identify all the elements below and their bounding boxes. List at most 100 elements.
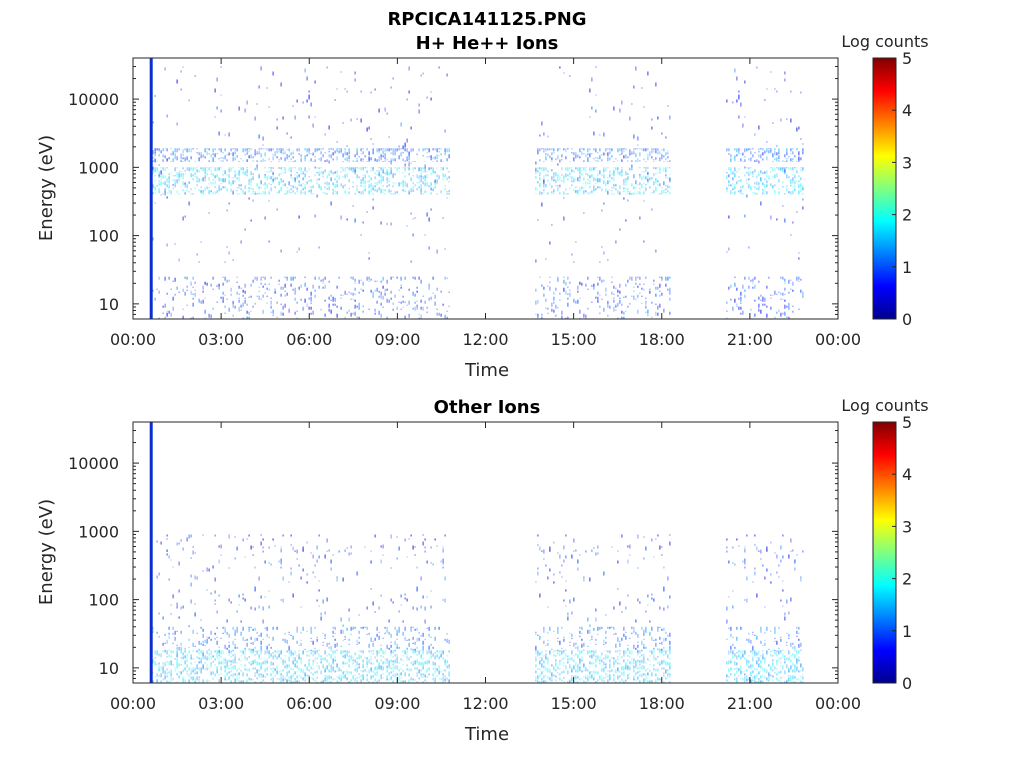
spectrogram-cell <box>766 626 768 631</box>
spectrogram-cell <box>786 316 788 318</box>
spectrogram-cell <box>302 177 304 181</box>
spectrogram-cell <box>256 295 258 297</box>
spectrogram-cell <box>230 293 232 296</box>
spectrogram-cell <box>260 180 262 185</box>
spectrogram-cell <box>607 259 609 261</box>
spectrogram-cell <box>200 190 202 193</box>
spectrogram-cell <box>424 300 426 304</box>
spectrogram-cell <box>786 152 788 156</box>
spectrogram-cell <box>218 680 220 683</box>
spectrogram-cell <box>254 646 256 649</box>
spectrogram-cell <box>372 169 374 172</box>
spectrogram-cell <box>202 534 204 536</box>
spectrogram-cell <box>756 181 758 186</box>
spectrogram-cell <box>613 626 615 630</box>
spectrogram-cell <box>366 161 368 162</box>
spectrogram-cell <box>617 650 619 653</box>
spectrogram-cell <box>350 292 352 295</box>
spectrogram-cell <box>224 669 226 673</box>
spectrogram-cell <box>752 176 754 178</box>
spectrogram-cell <box>222 170 224 172</box>
spectrogram-cell <box>178 616 180 619</box>
spectrogram-cell <box>597 152 599 154</box>
spectrogram-cell <box>627 650 629 652</box>
spectrogram-cell <box>364 180 366 185</box>
spectrogram-cell <box>736 626 738 630</box>
spectrogram-cell <box>356 167 358 169</box>
spectrogram-cell <box>202 191 204 195</box>
spectrogram-cell <box>246 150 248 155</box>
spectrogram-cell <box>372 185 374 187</box>
spectrogram-cell <box>543 179 545 184</box>
spectrogram-cell <box>394 158 396 162</box>
spectrogram-cell <box>615 304 617 308</box>
spectrogram-cell <box>238 297 240 299</box>
spectrogram-cell <box>647 172 649 175</box>
spectrogram-cell <box>661 190 663 195</box>
spectrogram-cell <box>408 190 410 192</box>
spectrogram-cell <box>665 188 667 191</box>
spectrogram-cell <box>643 673 645 676</box>
spectrogram-cell <box>772 185 774 189</box>
spectrogram-cell <box>732 605 734 609</box>
spectrogram-cell <box>605 182 607 187</box>
spectrogram-cell <box>764 676 766 679</box>
spectrogram-cell <box>158 154 160 157</box>
spectrogram-cell <box>264 596 266 598</box>
spectrogram-cell <box>286 671 288 676</box>
spectrogram-cell <box>412 678 414 681</box>
spectrogram-cell <box>280 678 282 683</box>
spectrogram-cell <box>428 148 430 153</box>
spectrogram-cell <box>750 667 752 670</box>
spectrogram-cell <box>549 276 551 278</box>
spectrogram-cell <box>396 276 398 279</box>
spectrogram-cell <box>324 677 326 682</box>
spectrogram-cell <box>372 671 374 673</box>
spectrogram-cell <box>657 180 659 183</box>
spectrogram-cell <box>220 188 222 191</box>
spectrogram-cell <box>254 659 256 664</box>
spectrogram-cell <box>168 649 170 651</box>
spectrogram-cell <box>611 281 613 283</box>
spectrogram-cell <box>746 534 748 537</box>
spectrogram-cell <box>256 151 258 153</box>
spectrogram-cell <box>593 148 595 151</box>
spectrogram-cell <box>442 161 444 162</box>
spectrogram-cell <box>358 641 360 644</box>
spectrogram-cell <box>605 630 607 634</box>
spectrogram-cell <box>252 279 254 283</box>
spectrogram-cell <box>555 650 557 652</box>
spectrogram-cell <box>780 298 782 300</box>
spectrogram-cell <box>362 174 364 176</box>
spectrogram-cell <box>541 313 543 316</box>
spectrogram-cell <box>422 295 424 297</box>
spectrogram-cell <box>236 677 238 682</box>
spectrogram-cell <box>390 152 392 155</box>
spectrogram-cell <box>573 189 575 192</box>
spectrogram-cell <box>607 670 609 672</box>
spectrogram-cell <box>408 538 410 540</box>
spectrogram-cell <box>154 171 156 173</box>
spectrogram-cell <box>764 657 766 661</box>
spectrogram-cell <box>734 668 736 670</box>
spectrogram-cell <box>589 175 591 179</box>
spectrogram-cell <box>577 668 579 672</box>
spectrogram-cell <box>230 663 232 666</box>
spectrogram-cell <box>372 167 374 170</box>
spectrogram-cell <box>324 169 326 173</box>
spectrogram-cell <box>617 550 619 552</box>
spectrogram-cell <box>174 179 176 184</box>
spectrogram-cell <box>728 247 730 251</box>
spectrogram-cell <box>198 157 200 162</box>
spectrogram-cell <box>585 181 587 185</box>
spectrogram-cell <box>190 657 192 660</box>
spectrogram-cell <box>216 654 218 659</box>
spectrogram-cell <box>228 202 230 205</box>
spectrogram-cell <box>362 289 364 292</box>
spectrogram-cell <box>400 182 402 185</box>
spectrogram-cell <box>726 606 728 611</box>
spectrogram-cell <box>306 650 308 653</box>
spectrogram-cell <box>633 665 635 669</box>
spectrogram-cell <box>663 155 665 158</box>
spectrogram-cell <box>166 243 168 247</box>
